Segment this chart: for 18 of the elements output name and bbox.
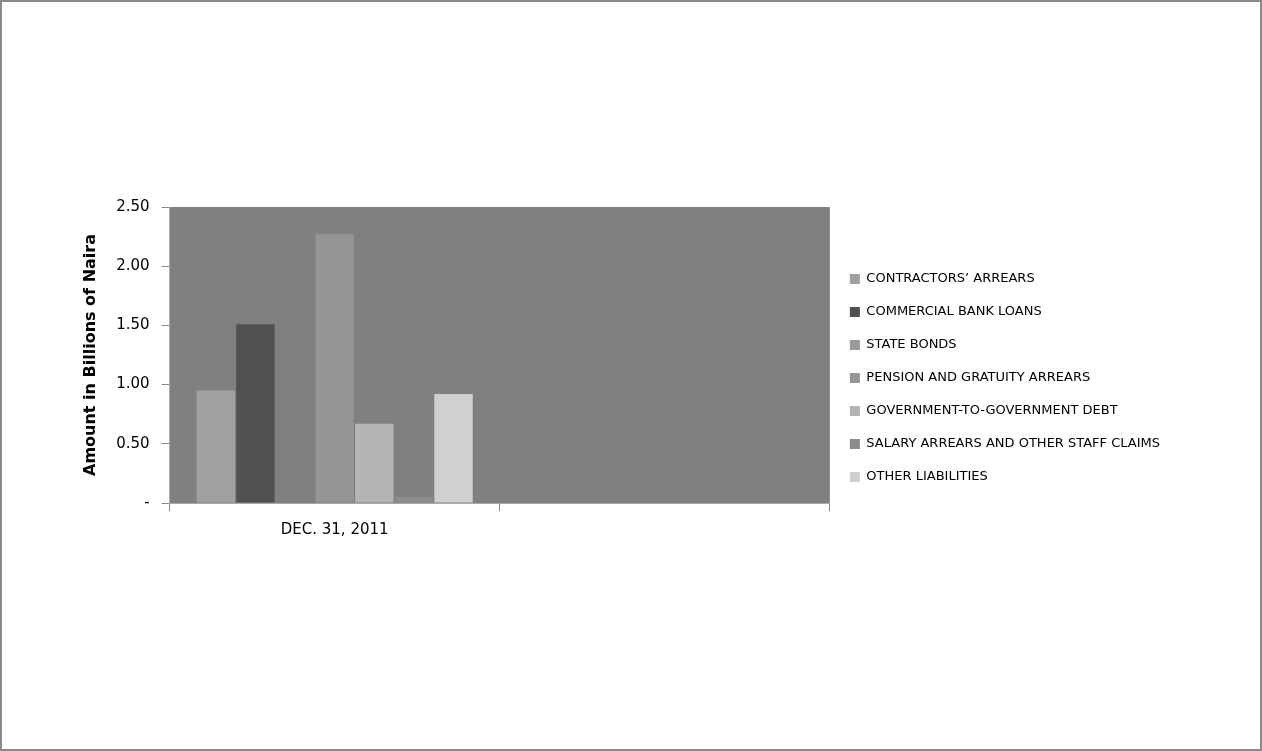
legend-label: GOVERNMENT-TO-GOVERNMENT DEBT [866,402,1118,418]
y-tick-label: 1.50 [116,315,150,334]
y-axis-title: Amount in Billions of Naira [79,234,99,476]
legend-label: SALARY ARREARS AND OTHER STAFF CLAIMS [866,435,1161,451]
y-tick-label: 0.50 [116,433,150,452]
legend-label: PENSION AND GRATUITY ARREARS [866,369,1091,385]
legend-label: OTHER LIABILITIES [866,468,988,484]
y-tick-label: 2.50 [116,196,150,215]
y-tick-label: 1.00 [116,374,150,393]
bar [315,234,354,503]
x-tick-label: DEC. 31, 2011 [280,519,389,538]
bar [434,394,473,503]
legend-label: STATE BONDS [866,336,957,352]
legend-label: COMMERCIAL BANK LOANS [866,303,1042,319]
bar [236,324,275,503]
y-tick-label: 2.00 [116,256,150,275]
y-tick-label: - [144,492,150,511]
legend-label: CONTRACTORS’ ARREARS [866,270,1035,286]
